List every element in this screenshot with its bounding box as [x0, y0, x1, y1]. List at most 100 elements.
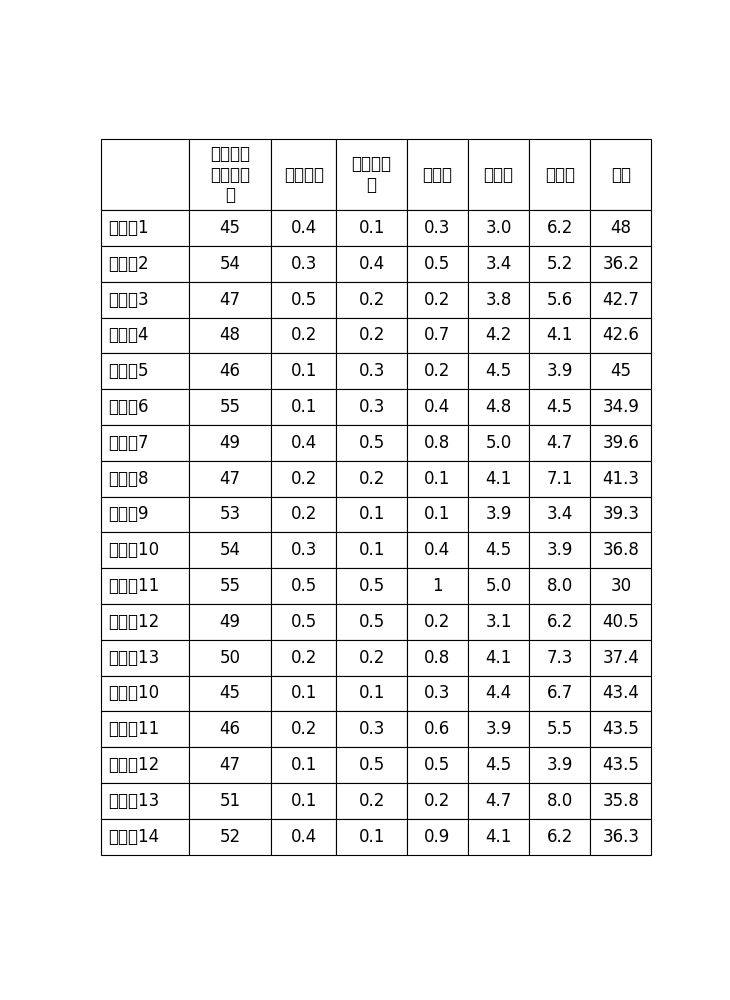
Text: 42.7: 42.7 [602, 291, 639, 309]
Bar [529, 497, 591, 532]
Text: 实施例10: 实施例10 [109, 541, 160, 559]
Bar [407, 282, 468, 318]
Bar [468, 783, 529, 819]
Bar [591, 210, 651, 246]
Bar [101, 783, 189, 819]
Text: 53: 53 [220, 505, 241, 523]
Text: 0.2: 0.2 [358, 470, 385, 488]
Bar [468, 747, 529, 783]
Bar [407, 318, 468, 353]
Bar [337, 819, 407, 855]
Text: 35.8: 35.8 [602, 792, 639, 810]
Text: 47: 47 [220, 756, 241, 774]
Text: 40.5: 40.5 [602, 613, 639, 631]
Text: 3.9: 3.9 [485, 505, 512, 523]
Text: 0.2: 0.2 [291, 505, 317, 523]
Bar [407, 640, 468, 676]
Bar [591, 318, 651, 353]
Bar [271, 819, 337, 855]
Text: 48: 48 [610, 219, 631, 237]
Bar [271, 676, 337, 711]
Text: 6.2: 6.2 [547, 219, 573, 237]
Bar [468, 282, 529, 318]
Text: 实施例14: 实施例14 [109, 828, 160, 846]
Text: 硅烷偶联
剂: 硅烷偶联 剂 [352, 155, 391, 194]
Text: 3.8: 3.8 [485, 291, 512, 309]
Bar [101, 532, 189, 568]
Bar [189, 425, 271, 461]
Bar [337, 318, 407, 353]
Text: 0.3: 0.3 [358, 398, 385, 416]
Text: 4.8: 4.8 [485, 398, 512, 416]
Text: 0.2: 0.2 [424, 291, 450, 309]
Text: 0.5: 0.5 [358, 434, 385, 452]
Bar [101, 711, 189, 747]
Text: 51: 51 [220, 792, 241, 810]
Bar [468, 604, 529, 640]
Bar [529, 425, 591, 461]
Bar [591, 640, 651, 676]
Text: 实施例11: 实施例11 [109, 577, 160, 595]
Text: 0.5: 0.5 [424, 255, 450, 273]
Text: 5.5: 5.5 [547, 720, 573, 738]
Bar [407, 532, 468, 568]
Bar [591, 389, 651, 425]
Text: 实施例3: 实施例3 [109, 291, 149, 309]
Text: 异己二醇: 异己二醇 [284, 166, 323, 184]
Text: 实施例5: 实施例5 [109, 362, 149, 380]
Bar [591, 819, 651, 855]
Text: 36.3: 36.3 [602, 828, 639, 846]
Bar [271, 318, 337, 353]
Bar [407, 568, 468, 604]
Text: 48: 48 [220, 326, 241, 344]
Text: 分散剂: 分散剂 [423, 166, 453, 184]
Text: 0.2: 0.2 [424, 792, 450, 810]
Text: 5.2: 5.2 [547, 255, 573, 273]
Bar [337, 604, 407, 640]
Text: 3.1: 3.1 [485, 613, 512, 631]
Text: 0.5: 0.5 [291, 613, 317, 631]
Bar [529, 711, 591, 747]
Bar [407, 783, 468, 819]
Text: 0.2: 0.2 [291, 470, 317, 488]
Text: 4.1: 4.1 [485, 470, 512, 488]
Bar [591, 676, 651, 711]
Text: 41.3: 41.3 [602, 470, 639, 488]
Text: 55: 55 [220, 398, 241, 416]
Bar [468, 819, 529, 855]
Bar [591, 532, 651, 568]
Text: 4.2: 4.2 [485, 326, 512, 344]
Text: 34.9: 34.9 [602, 398, 639, 416]
Bar [271, 747, 337, 783]
Text: 45: 45 [610, 362, 631, 380]
Bar [468, 568, 529, 604]
Text: 实施例4: 实施例4 [109, 326, 149, 344]
Bar [529, 783, 591, 819]
Text: 实施例7: 实施例7 [109, 434, 149, 452]
Bar [468, 139, 529, 210]
Text: 4.5: 4.5 [485, 362, 512, 380]
Text: 0.1: 0.1 [424, 470, 450, 488]
Bar [271, 783, 337, 819]
Text: 4.1: 4.1 [485, 649, 512, 667]
Text: 50: 50 [220, 649, 241, 667]
Text: 0.9: 0.9 [424, 828, 450, 846]
Text: 实施例13: 实施例13 [109, 792, 160, 810]
Text: 实施例2: 实施例2 [109, 255, 149, 273]
Text: 实施例8: 实施例8 [109, 470, 149, 488]
Bar [591, 246, 651, 282]
Bar [407, 676, 468, 711]
Bar [271, 353, 337, 389]
Text: 0.3: 0.3 [424, 219, 450, 237]
Text: 0.5: 0.5 [291, 577, 317, 595]
Bar [591, 282, 651, 318]
Bar [337, 532, 407, 568]
Text: 3.9: 3.9 [547, 362, 573, 380]
Text: 5.0: 5.0 [485, 577, 512, 595]
Bar [468, 676, 529, 711]
Text: 45: 45 [220, 684, 241, 702]
Bar [189, 711, 271, 747]
Bar [468, 461, 529, 497]
Text: 6.2: 6.2 [547, 613, 573, 631]
Bar [407, 819, 468, 855]
